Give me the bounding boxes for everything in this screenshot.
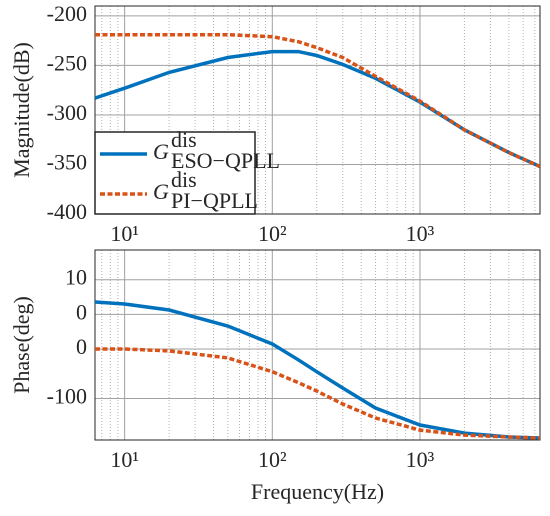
y-tick-label: 0 — [76, 299, 87, 324]
y-axis-label: Phase(deg) — [9, 296, 34, 394]
legend-box — [94, 131, 256, 215]
x-tick-label: 10³ — [406, 221, 435, 246]
y-tick-label: -100 — [47, 383, 87, 408]
y-tick-label: -300 — [47, 100, 87, 125]
x-axis-label: Frequency(Hz) — [251, 479, 384, 504]
legend-sub: PI−QPLL — [171, 188, 258, 213]
plot-area — [95, 250, 540, 440]
series-line — [95, 300, 540, 440]
axes-box — [94, 249, 541, 441]
y-tick-label: -250 — [47, 50, 87, 75]
legend-sup: dis — [171, 127, 197, 152]
y-tick-label: -400 — [47, 199, 87, 224]
legend-label: G — [153, 139, 169, 164]
y-tick-label: 0 — [76, 334, 87, 359]
legend-label: G — [153, 179, 169, 204]
x-tick-label: 10² — [258, 221, 287, 246]
x-tick-label: 10² — [258, 447, 287, 472]
x-tick-label: 10¹ — [110, 447, 139, 472]
y-tick-label: 10 — [65, 265, 87, 290]
axes-box — [94, 5, 541, 215]
y-tick-label: -200 — [47, 1, 87, 26]
series-line — [95, 32, 540, 169]
y-axis-label: Magnitude(dB) — [9, 42, 34, 178]
x-tick-label: 10³ — [406, 447, 435, 472]
legend-sub: ESO−QPLL — [171, 148, 280, 173]
x-tick-label: 10¹ — [110, 221, 139, 246]
y-tick-label: -350 — [47, 150, 87, 175]
series-line — [95, 347, 540, 440]
legend-sup: dis — [171, 167, 197, 192]
